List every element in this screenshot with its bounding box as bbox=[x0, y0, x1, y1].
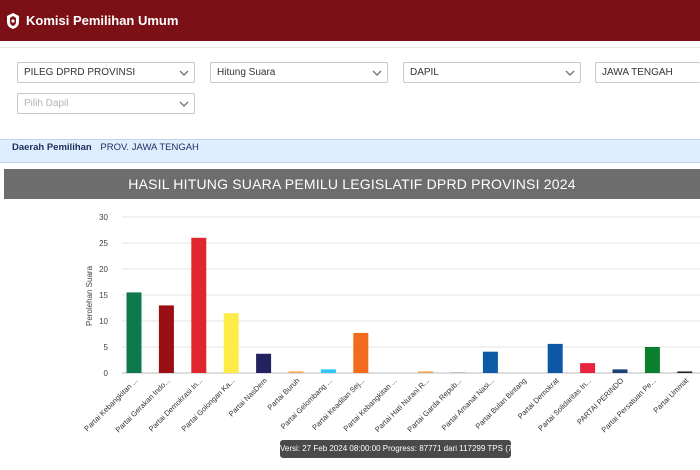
bar[interactable] bbox=[256, 353, 272, 373]
x-tick-label: Partai Garda Repub... bbox=[405, 376, 463, 434]
region-select[interactable]: JAWA TENGAH bbox=[595, 62, 700, 83]
x-tick-label: Partai Gerakan Indo... bbox=[114, 376, 172, 434]
top-bar: Komisi Pemilihan Umum bbox=[0, 0, 700, 41]
election-type-value: PILEG DPRD PROVINSI bbox=[24, 67, 136, 78]
bar[interactable] bbox=[191, 237, 207, 373]
bar[interactable] bbox=[288, 371, 304, 373]
bar-chart: 0 5 10 15 20 25 30 Partai Kebangkitan ... Parta… bbox=[0, 199, 700, 465]
bar[interactable] bbox=[320, 369, 336, 373]
y-tick-label: 25 bbox=[99, 239, 108, 248]
chevron-down-icon bbox=[565, 70, 575, 76]
region-info-label: Daerah Pemilihan bbox=[12, 142, 92, 153]
x-tick-label: Partai Kebangkitan ... bbox=[82, 376, 139, 433]
kpu-logo-icon bbox=[7, 12, 19, 29]
y-tick-label: 10 bbox=[99, 317, 108, 326]
bar[interactable] bbox=[158, 305, 174, 373]
x-tick-label: Partai Persatuan Pe... bbox=[600, 376, 658, 434]
bar[interactable] bbox=[547, 343, 563, 373]
bar[interactable] bbox=[482, 351, 498, 373]
y-tick-label: 20 bbox=[99, 265, 108, 274]
x-tick-label: Partai Ummat bbox=[651, 375, 690, 414]
y-tick-label: 5 bbox=[104, 343, 109, 352]
bar[interactable] bbox=[450, 372, 466, 373]
region-info-bar: Daerah Pemilihan PROV. JAWA TENGAH bbox=[0, 139, 700, 163]
chevron-down-icon bbox=[179, 101, 189, 107]
filter-panel: PILEG DPRD PROVINSI Hitung Suara DAPIL J… bbox=[0, 47, 700, 139]
x-tick-label: Partai Hati Nurani R... bbox=[373, 376, 431, 434]
bar[interactable] bbox=[223, 313, 239, 373]
mode-select[interactable]: Hitung Suara bbox=[210, 62, 388, 83]
bar[interactable] bbox=[126, 292, 142, 373]
election-type-select[interactable]: PILEG DPRD PROVINSI bbox=[17, 62, 195, 83]
mode-value: Hitung Suara bbox=[217, 67, 276, 78]
version-progress-badge: Versi: 27 Feb 2024 08:00:00 Progress: 87… bbox=[280, 440, 538, 458]
region-info-value: PROV. JAWA TENGAH bbox=[100, 142, 199, 153]
y-tick-label: 0 bbox=[104, 369, 109, 378]
bar[interactable] bbox=[677, 371, 693, 373]
chart-title: HASIL HITUNG SUARA PEMILU LEGISLATIF DPR… bbox=[4, 169, 700, 199]
app-title: Komisi Pemilihan Umum bbox=[26, 13, 179, 28]
y-tick-label: 30 bbox=[99, 213, 108, 222]
bar[interactable] bbox=[580, 363, 596, 373]
y-axis-label: Perolehan Suara bbox=[85, 265, 94, 326]
y-tick-label: 15 bbox=[99, 291, 108, 300]
bar[interactable] bbox=[644, 347, 660, 373]
chevron-down-icon bbox=[179, 70, 189, 76]
bar[interactable] bbox=[418, 371, 434, 373]
chevron-down-icon bbox=[372, 70, 382, 76]
level-select[interactable]: DAPIL bbox=[403, 62, 581, 83]
region-value: JAWA TENGAH bbox=[602, 67, 673, 78]
level-value: DAPIL bbox=[410, 67, 439, 78]
dapil-placeholder: Pilih Dapil bbox=[24, 98, 69, 109]
bar[interactable] bbox=[353, 332, 369, 373]
bar[interactable] bbox=[612, 369, 628, 373]
dapil-select[interactable]: Pilih Dapil bbox=[17, 93, 195, 114]
